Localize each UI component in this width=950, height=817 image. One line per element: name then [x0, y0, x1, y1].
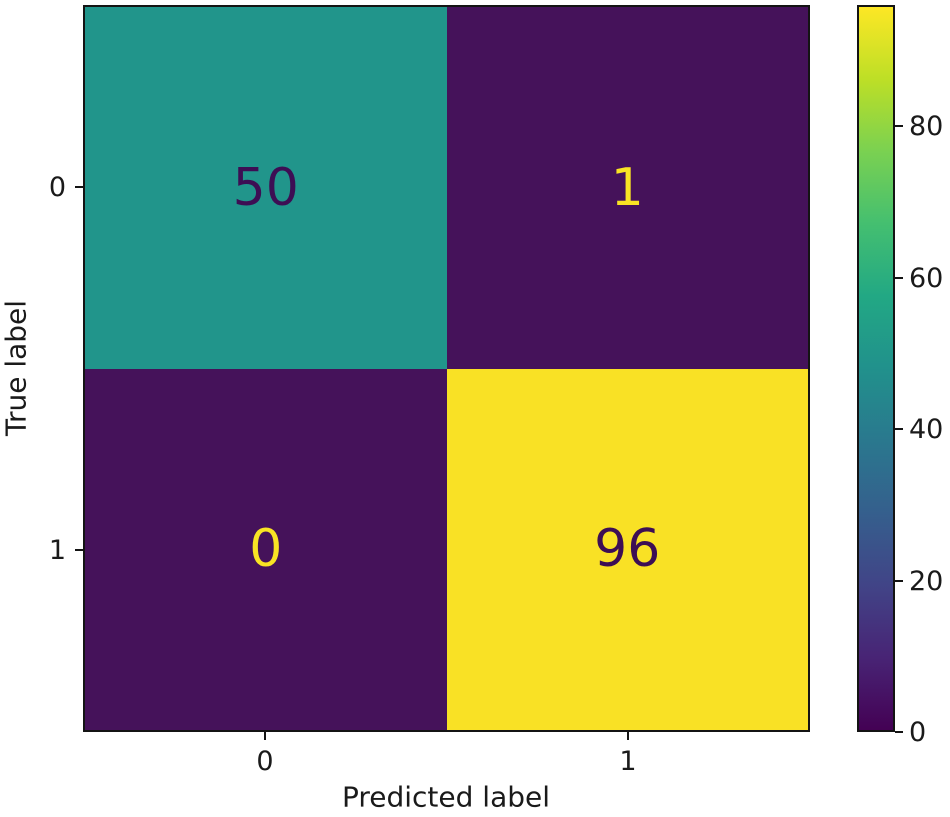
y-tick-mark-0 — [75, 186, 83, 188]
x-axis-title: Predicted label — [341, 780, 551, 814]
matrix-cell-true0-pred1: 1 — [446, 7, 808, 369]
colorbar-tick-label-20: 20 — [909, 566, 944, 597]
x-tick-label-1: 1 — [619, 746, 637, 777]
colorbar-tick-label-60: 60 — [909, 263, 944, 294]
colorbar-tick-mark-80 — [895, 125, 903, 127]
y-axis-title: True label — [0, 299, 33, 437]
colorbar-tick-mark-20 — [895, 580, 903, 582]
y-tick-mark-1 — [75, 549, 83, 551]
matrix-cell-true1-pred0: 0 — [85, 368, 447, 730]
colorbar-tick-mark-0 — [895, 731, 903, 733]
x-tick-mark-1 — [627, 732, 629, 740]
colorbar-tick-label-80: 80 — [909, 111, 944, 142]
matrix-cell-true0-pred0: 50 — [85, 7, 447, 369]
colorbar-gradient — [857, 5, 895, 732]
colorbar-tick-mark-40 — [895, 428, 903, 430]
heatmap-plot-area: 50 1 0 96 — [83, 5, 810, 732]
matrix-cell-true1-pred1: 96 — [446, 368, 808, 730]
x-tick-label-0: 0 — [256, 746, 274, 777]
colorbar-tick-label-0: 0 — [909, 717, 927, 748]
colorbar-tick-mark-60 — [895, 277, 903, 279]
y-tick-label-0: 0 — [48, 172, 66, 203]
colorbar-tick-label-40: 40 — [909, 414, 944, 445]
y-tick-label-1: 1 — [48, 535, 66, 566]
x-tick-mark-0 — [264, 732, 266, 740]
